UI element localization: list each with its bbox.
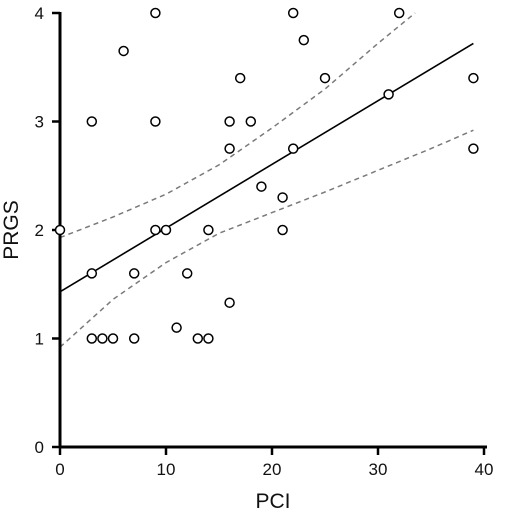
data-point <box>468 72 479 84</box>
data-point <box>383 89 394 100</box>
data-point <box>86 116 98 127</box>
data-point <box>224 116 235 127</box>
data-point <box>287 7 299 19</box>
data-point <box>128 268 140 279</box>
y-tick-label: 3 <box>35 113 44 132</box>
data-point <box>224 297 235 308</box>
data-point <box>171 322 182 333</box>
y-tick-label: 4 <box>35 4 44 23</box>
x-tick-label: 40 <box>475 460 494 479</box>
data-point <box>86 333 98 344</box>
data-point <box>128 333 140 344</box>
data-point <box>298 34 310 46</box>
y-axis-title: PRGS <box>0 200 23 260</box>
data-point <box>192 333 204 344</box>
data-point <box>160 224 172 236</box>
x-tick-label: 10 <box>157 460 176 479</box>
data-point <box>181 268 193 279</box>
data-point <box>118 45 129 57</box>
data-point <box>277 224 288 236</box>
ticks: 0 10 20 30 40 0 1 2 3 4 <box>35 4 494 479</box>
x-tick-label: 30 <box>369 460 388 479</box>
data-point <box>319 72 331 84</box>
data-point <box>203 333 214 344</box>
confidence-band-lower <box>59 129 474 348</box>
data-points <box>54 7 479 344</box>
confidence-band-group <box>59 12 474 348</box>
data-point <box>203 224 214 236</box>
data-point <box>234 72 246 84</box>
y-tick-label: 0 <box>35 438 44 457</box>
regression-line <box>59 42 474 293</box>
confidence-band-upper <box>59 12 416 239</box>
data-point <box>150 224 161 236</box>
data-point <box>86 268 98 279</box>
data-point <box>393 7 405 19</box>
data-point <box>287 143 299 154</box>
data-point <box>468 143 479 154</box>
x-axis-title: PCI <box>255 490 290 513</box>
y-tick-label: 1 <box>35 330 44 349</box>
axes <box>58 12 487 449</box>
data-point <box>150 116 161 127</box>
data-point <box>245 116 257 127</box>
data-point <box>107 333 119 344</box>
data-point <box>150 7 161 19</box>
regression-line-group <box>59 42 474 293</box>
data-point <box>256 181 267 192</box>
x-tick-label: 20 <box>263 460 282 479</box>
data-point <box>97 333 108 344</box>
x-tick-label: 0 <box>55 460 64 479</box>
data-point <box>224 143 235 154</box>
y-tick-label: 2 <box>35 221 44 240</box>
data-point <box>277 192 288 203</box>
data-point <box>54 224 66 236</box>
